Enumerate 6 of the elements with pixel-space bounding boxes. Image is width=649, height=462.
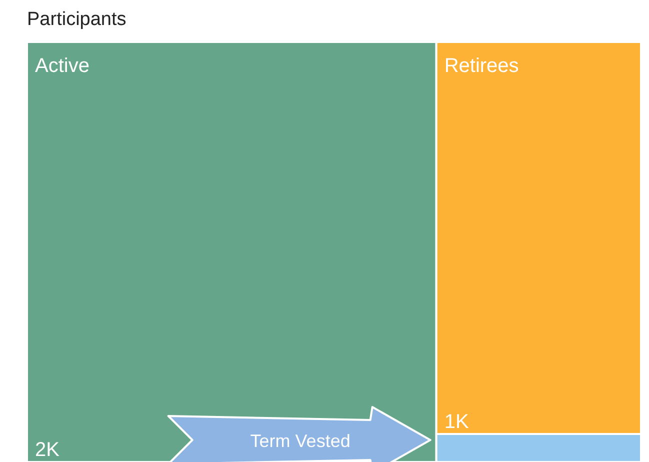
data-label: 1K [444,411,470,433]
category-label: Retirees [444,55,519,77]
text: Participants [27,9,126,30]
category-label: Active [35,55,90,77]
data-label: 2K [35,439,60,461]
text: Term Vested [250,431,350,451]
